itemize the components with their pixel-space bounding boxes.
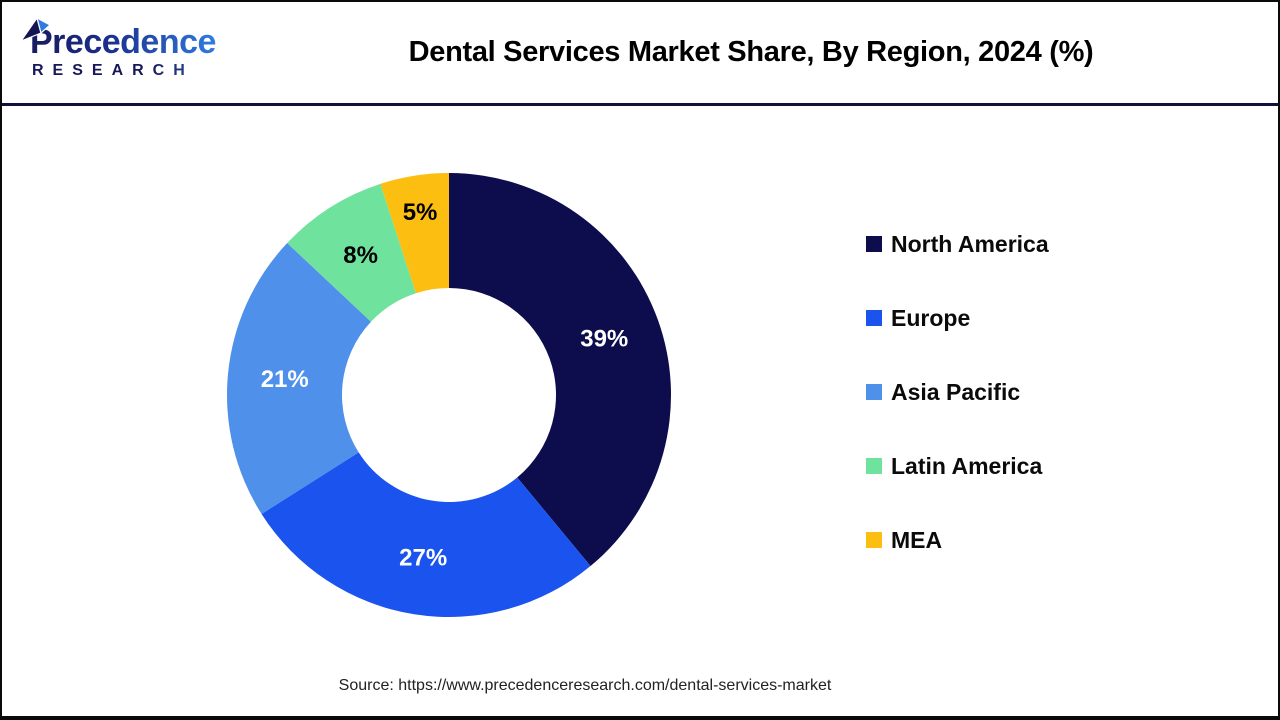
paper-plane-icon bbox=[19, 16, 52, 43]
donut-slice-latin-america bbox=[287, 183, 416, 322]
legend-swatch-latin-america bbox=[866, 458, 882, 474]
legend-swatch-europe bbox=[866, 310, 882, 326]
chart-area: 39% 27% 21% 8% 5% North America Europe Asia Pa… bbox=[2, 106, 1278, 713]
legend-item-europe: Europe bbox=[866, 305, 1049, 331]
legend-swatch-asia-pacific bbox=[866, 384, 882, 400]
legend-item-north-america: North America bbox=[866, 231, 1049, 257]
legend-label-latin-america: Latin America bbox=[891, 452, 1043, 479]
legend-label-mea: MEA bbox=[891, 526, 943, 553]
chart-title: Dental Services Market Share, By Region,… bbox=[408, 36, 1094, 68]
donut-slice-mea bbox=[380, 173, 449, 294]
title-area: Dental Services Market Share, By Region,… bbox=[250, 36, 1278, 69]
donut-chart: 39% 27% 21% 8% 5% bbox=[226, 173, 671, 617]
donut-slice-asia-pacific bbox=[226, 243, 372, 514]
legend-swatch-north-america bbox=[866, 236, 882, 252]
legend-label-asia-pacific: Asia Pacific bbox=[891, 378, 1021, 405]
donut-slice-europe bbox=[261, 452, 591, 617]
header: Precedence RESEARCH Dental Services Mark… bbox=[2, 2, 1278, 106]
source-note: Source: https://www.precedenceresearch.c… bbox=[338, 677, 832, 694]
brand-subname: RESEARCH bbox=[22, 62, 250, 80]
legend-label-north-america: North America bbox=[891, 230, 1049, 257]
logo-wordmark-row: Precedence bbox=[19, 16, 250, 61]
legend: North America Europe Asia Pacific Latin Ame… bbox=[866, 231, 1049, 601]
legend-item-mea: MEA bbox=[866, 527, 1049, 553]
legend-item-latin-america: Latin America bbox=[866, 453, 1049, 479]
slice-value-label-latin-america: 8% bbox=[343, 242, 378, 269]
precedence-logo: Precedence RESEARCH bbox=[2, 16, 250, 80]
legend-label-europe: Europe bbox=[891, 304, 971, 331]
slice-value-label-asia-pacific: 21% bbox=[261, 366, 309, 393]
slice-value-label-europe: 27% bbox=[399, 544, 447, 571]
donut-slice-north-america bbox=[449, 173, 671, 567]
slice-value-label-north-america: 39% bbox=[580, 326, 628, 353]
legend-item-asia-pacific: Asia Pacific bbox=[866, 379, 1049, 405]
slice-value-label-mea: 5% bbox=[403, 199, 438, 226]
brand-name: Precedence bbox=[22, 24, 216, 61]
legend-swatch-mea bbox=[866, 532, 882, 548]
